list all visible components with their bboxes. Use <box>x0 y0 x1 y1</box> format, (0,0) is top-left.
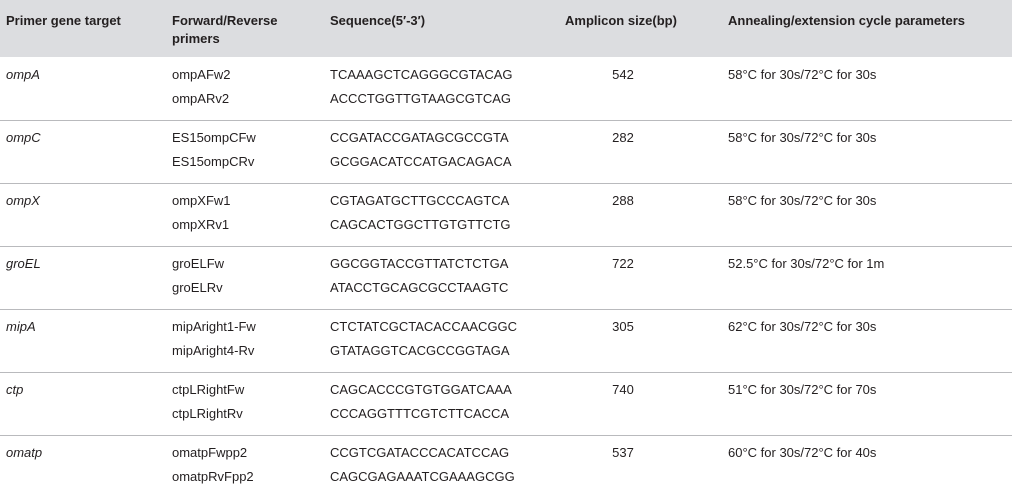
table-row: ompC ES15ompCFw ES15ompCRv CCGATACCGATAGCGC… <box>0 121 1012 184</box>
cell-amplicon-size: 282 <box>612 130 634 145</box>
cell-forward-primer: omatpFwpp2 <box>172 445 248 460</box>
header-primers: Forward/Reverse primers <box>172 12 278 48</box>
cell-reverse-sequence: ACCCTGGTTGTAAGCGTCAG <box>330 91 512 106</box>
cell-reverse-primer: ctpLRightRv <box>172 406 243 421</box>
cell-forward-sequence: CCGATACCGATAGCGCCGTA <box>330 130 509 145</box>
cell-target: ompX <box>6 193 40 208</box>
cell-forward-sequence: CCGTCGATACCCACATCCAG <box>330 445 510 460</box>
cell-amplicon-size: 305 <box>612 319 634 334</box>
cell-forward-primer: ctpLRightFw <box>172 382 245 397</box>
cell-target: ompA <box>6 67 40 82</box>
cell-amplicon-size: 288 <box>612 193 634 208</box>
cell-reverse-primer: mipAright4-Rv <box>172 343 255 358</box>
cell-target: omatp <box>6 445 43 460</box>
cell-target: groEL <box>6 256 41 271</box>
row-divider <box>0 435 1012 436</box>
cell-reverse-primer: ompARv2 <box>172 91 230 106</box>
cell-cycle-parameters: 58°C for 30s/72°C for 30s <box>728 67 877 82</box>
cell-amplicon-size: 722 <box>612 256 634 271</box>
cell-cycle-parameters: 62°C for 30s/72°C for 30s <box>728 319 877 334</box>
header-sequence: Sequence(5′-3′) <box>330 13 426 28</box>
table-row: ctp ctpLRightFw ctpLRightRv CAGCACCCGTGTGGA… <box>0 373 1012 436</box>
cell-forward-sequence: TCAAAGCTCAGGGCGTACAG <box>330 67 513 82</box>
cell-reverse-sequence: CAGCACTGGCTTGTGTTCTG <box>330 217 511 232</box>
cell-amplicon-size: 740 <box>612 382 634 397</box>
row-divider <box>0 120 1012 121</box>
cell-reverse-primer: omatpRvFpp2 <box>172 469 254 484</box>
table-row: ompA ompAFw2 ompARv2 TCAAAGCTCAGGGCGTACAG AC… <box>0 58 1012 121</box>
header-cycle: Annealing/extension cycle parameters <box>728 13 965 28</box>
cell-reverse-sequence: CAGCGAGAAATCGAAAGCGG <box>330 469 515 484</box>
cell-target: mipA <box>6 319 36 334</box>
cell-cycle-parameters: 51°C for 30s/72°C for 70s <box>728 382 877 397</box>
cell-target: ctp <box>6 382 24 397</box>
cell-reverse-primer: ES15ompCRv <box>172 154 255 169</box>
cell-cycle-parameters: 52.5°C for 30s/72°C for 1m <box>728 256 885 271</box>
table-header: Primer gene target Forward/Reverse prime… <box>0 0 1012 57</box>
cell-forward-sequence: CGTAGATGCTTGCCCAGTCA <box>330 193 510 208</box>
cell-cycle-parameters: 58°C for 30s/72°C for 30s <box>728 193 877 208</box>
header-target: Primer gene target <box>6 13 121 28</box>
cell-forward-primer: ompAFw2 <box>172 67 231 82</box>
header-primers-line1: Forward/Reverse <box>172 13 278 28</box>
table-row: groEL groELFw groELRv GGCGGTACCGTTATCTCTGA A… <box>0 247 1012 310</box>
cell-reverse-primer: groELRv <box>172 280 223 295</box>
cell-forward-sequence: GGCGGTACCGTTATCTCTGA <box>330 256 509 271</box>
table-row: ompX ompXFw1 ompXRv1 CGTAGATGCTTGCCCAGTCA CA… <box>0 184 1012 247</box>
header-amplicon: Amplicon size(bp) <box>565 13 677 28</box>
cell-forward-sequence: CTCTATCGCTACACCAACGGC <box>330 319 518 334</box>
cell-forward-primer: ompXFw1 <box>172 193 231 208</box>
cell-cycle-parameters: 60°C for 30s/72°C for 40s <box>728 445 877 460</box>
cell-cycle-parameters: 58°C for 30s/72°C for 30s <box>728 130 877 145</box>
cell-reverse-primer: ompXRv1 <box>172 217 230 232</box>
cell-forward-primer: mipAright1-Fw <box>172 319 256 334</box>
cell-forward-primer: ES15ompCFw <box>172 130 256 145</box>
row-divider <box>0 372 1012 373</box>
cell-reverse-sequence: GTATAGGTCACGCCGGTAGA <box>330 343 510 358</box>
cell-forward-sequence: CAGCACCCGTGTGGATCAAA <box>330 382 512 397</box>
cell-target: ompC <box>6 130 41 145</box>
row-divider <box>0 309 1012 310</box>
cell-reverse-sequence: GCGGACATCCATGACAGACA <box>330 154 512 169</box>
row-divider <box>0 246 1012 247</box>
cell-amplicon-size: 537 <box>612 445 634 460</box>
cell-forward-primer: groELFw <box>172 256 225 271</box>
cell-amplicon-size: 542 <box>612 67 634 82</box>
table-row: mipA mipAright1-Fw mipAright4-Rv CTCTATCGCT… <box>0 310 1012 373</box>
cell-reverse-sequence: CCCAGGTTTCGTCTTCACCA <box>330 406 510 421</box>
cell-reverse-sequence: ATACCTGCAGCGCCTAAGTC <box>330 280 509 295</box>
table-row: omatp omatpFwpp2 omatpRvFpp2 CCGTCGATACCCAC… <box>0 436 1012 499</box>
row-divider <box>0 183 1012 184</box>
header-primers-line2: primers <box>172 31 220 46</box>
